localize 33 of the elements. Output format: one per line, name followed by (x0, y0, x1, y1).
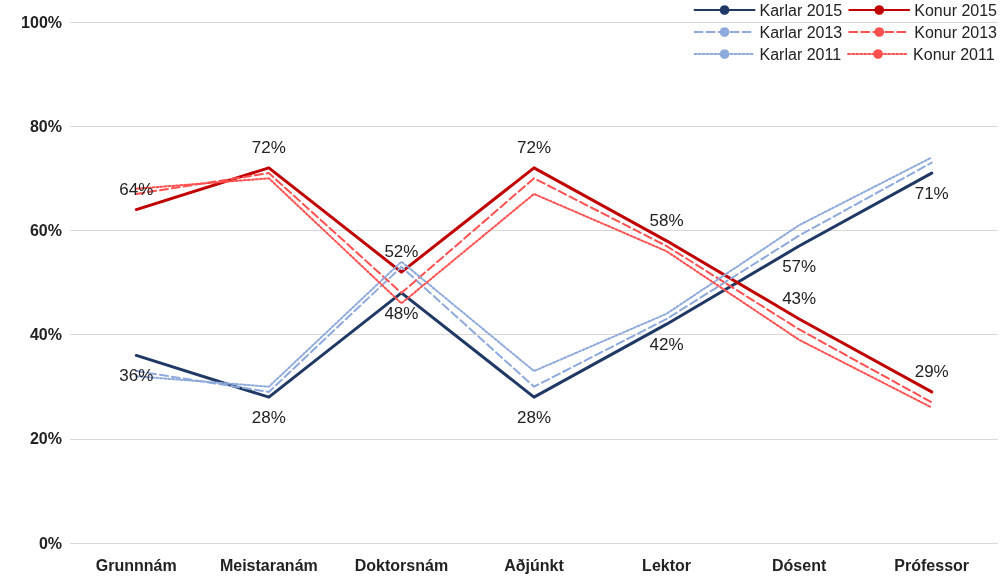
legend-label: Karlar 2011 (759, 45, 842, 63)
x-tick-label: Doktorsnám (354, 556, 449, 574)
data-label: 28% (251, 408, 286, 428)
x-tick-label: Grunnnám (95, 556, 177, 574)
legend-label: Karlar 2015 (759, 1, 843, 19)
x-tick-label: Lektor (642, 556, 692, 574)
data-label: 64% (119, 179, 154, 199)
y-tick-label: 20% (29, 430, 62, 448)
legend-label: Konur 2015 (914, 1, 998, 19)
data-label: 43% (782, 288, 817, 308)
y-tick-label: 0% (38, 534, 62, 552)
x-tick-label: Meistaranám (219, 556, 318, 574)
x-tick-label: Prófessor (894, 556, 970, 574)
data-label: 36% (119, 366, 154, 386)
legend-label: Konur 2011 (913, 45, 995, 63)
x-tick-label: Dósent (772, 556, 827, 574)
data-label: 72% (251, 137, 286, 157)
data-label: 57% (782, 257, 817, 277)
data-label: 42% (649, 335, 684, 355)
data-label: 71% (914, 184, 949, 204)
y-tick-label: 80% (29, 117, 62, 135)
y-tick-label: 60% (29, 221, 62, 239)
y-tick-label: 40% (29, 326, 62, 344)
data-label: 52% (384, 242, 419, 262)
legend-label: Karlar 2013 (759, 23, 843, 41)
data-label: 48% (384, 303, 419, 323)
data-label: 28% (516, 408, 552, 428)
data-label: 29% (914, 361, 949, 381)
x-tick-label: Aðjúnkt (504, 556, 565, 574)
data-label: 58% (649, 210, 684, 230)
y-tick-label: 100% (21, 13, 62, 31)
legend-label: Konur 2013 (914, 23, 998, 41)
data-label: 72% (516, 137, 552, 157)
